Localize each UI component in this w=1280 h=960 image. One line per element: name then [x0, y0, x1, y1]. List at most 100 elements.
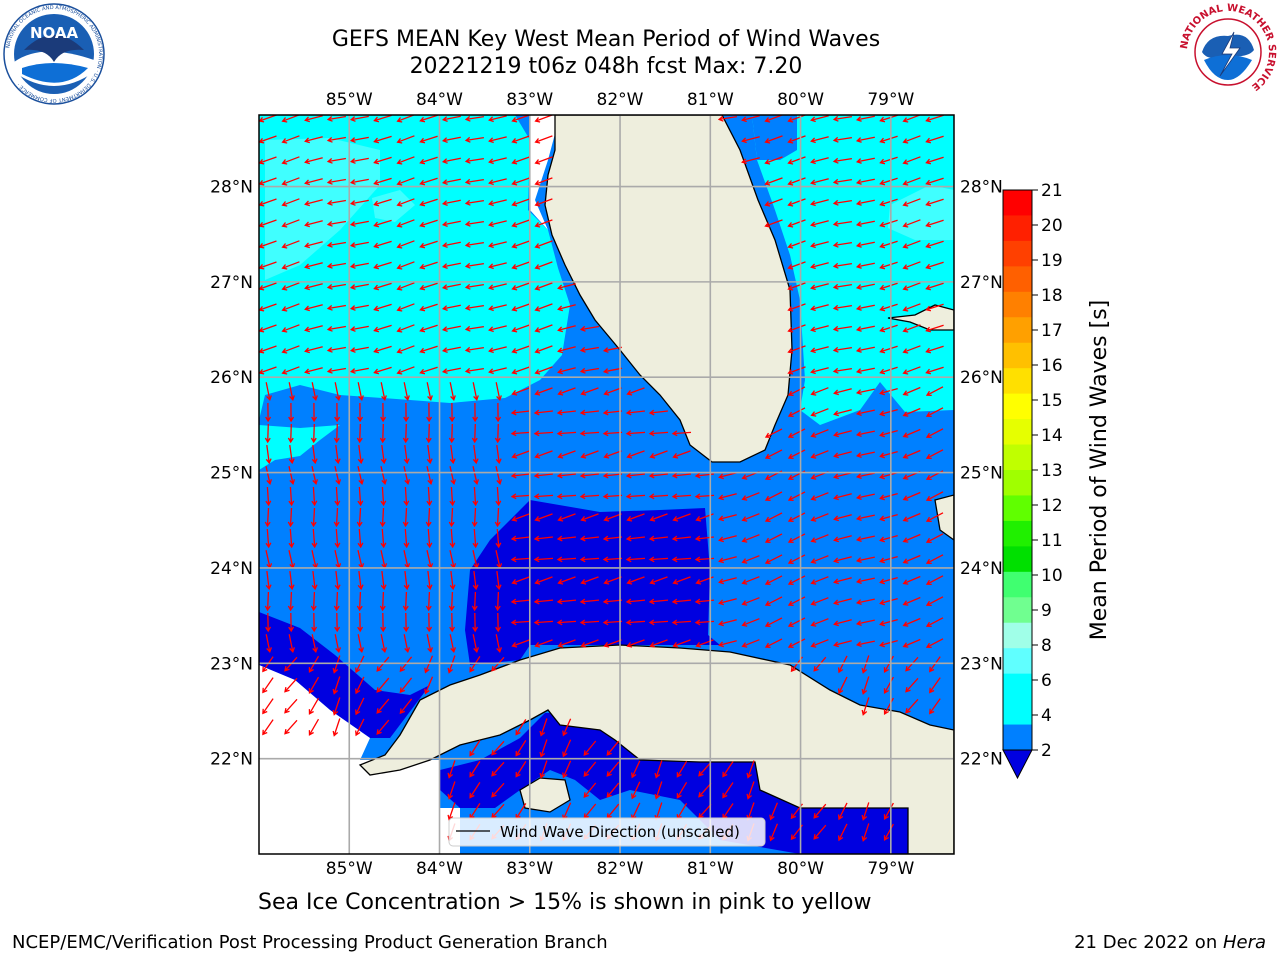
wind-wave-arrow [902, 198, 921, 207]
wind-wave-arrow [810, 492, 829, 501]
colorbar-tick-label: 11 [1041, 531, 1063, 551]
colorbar-band [1003, 673, 1032, 700]
wind-wave-arrow [787, 491, 806, 502]
wind-wave-arrow [534, 177, 553, 186]
wind-wave-arrow [833, 619, 852, 627]
wind-wave-arrow [304, 136, 323, 144]
wind-wave-arrow [380, 571, 387, 591]
wind-wave-arrow [281, 219, 300, 228]
wind-wave-arrow [396, 240, 415, 249]
wind-wave-arrow [510, 619, 531, 626]
wind-wave-arrow [648, 472, 668, 479]
wind-wave-arrow [533, 472, 553, 479]
wind-wave-arrow [464, 367, 485, 374]
wind-wave-arrow [832, 220, 853, 227]
wind-wave-arrow [787, 638, 806, 649]
wind-wave-arrow [603, 387, 622, 396]
wind-wave-arrow [879, 177, 898, 186]
lon-tick-label: 84°W [416, 90, 463, 110]
wind-wave-arrow [287, 507, 294, 528]
wind-wave-arrow [879, 219, 898, 228]
colorbar-band [1003, 419, 1032, 446]
wind-wave-arrow [698, 782, 712, 798]
colorbar-tick-label: 8 [1041, 636, 1052, 656]
wind-wave-arrow [787, 554, 806, 565]
wind-wave-arrow [671, 556, 692, 563]
wind-wave-arrow [648, 430, 669, 437]
wind-wave-arrow [326, 367, 347, 374]
wind-wave-arrow [625, 556, 646, 563]
wind-wave-arrow [534, 576, 553, 585]
wind-wave-arrow [332, 676, 341, 695]
wind-wave-arrow [580, 387, 599, 396]
wind-wave-arrow [533, 556, 554, 563]
wind-wave-arrow [879, 282, 898, 291]
wind-wave-arrow [379, 423, 386, 444]
lat-tick-label: 25°N [210, 464, 253, 484]
colorbar-tick-label: 19 [1041, 251, 1063, 271]
wind-wave-arrow [833, 493, 852, 501]
wind-wave-arrow [810, 262, 829, 270]
wind-wave-arrow [534, 115, 553, 123]
wind-wave-arrow [464, 346, 485, 353]
wind-wave-arrow [447, 760, 456, 779]
wind-wave-arrow [488, 199, 507, 207]
wind-wave-arrow [787, 261, 806, 270]
wind-wave-arrow [813, 824, 827, 840]
wind-wave-arrow [464, 136, 485, 143]
wind-wave-arrow [441, 199, 461, 207]
wind-wave-arrow [626, 450, 645, 459]
wind-wave-arrow [787, 449, 806, 460]
wind-wave-arrow [311, 445, 318, 465]
wind-wave-arrow [741, 513, 760, 522]
wind-wave-arrow [810, 283, 829, 291]
wind-wave-arrow [579, 367, 600, 374]
wind-wave-arrow [625, 409, 645, 416]
wind-wave-arrow [426, 571, 433, 591]
wind-wave-arrow [464, 115, 485, 122]
land-andros [934, 494, 954, 541]
wind-wave-arrow [625, 493, 646, 500]
colorbar-tick-label: 4 [1041, 706, 1052, 726]
wind-wave-arrow [373, 240, 392, 249]
wind-wave-arrow [855, 136, 875, 143]
wind-wave-arrow [308, 718, 320, 736]
wind-wave-arrow [472, 402, 479, 423]
wind-wave-arrow [557, 367, 576, 375]
wind-wave-arrow [902, 261, 921, 270]
wind-wave-arrow [718, 472, 737, 480]
wind-wave-arrow [832, 199, 853, 206]
wind-wave-arrow [929, 677, 941, 694]
wind-wave-arrow [625, 430, 646, 437]
wind-wave-arrow [925, 386, 944, 397]
wind-wave-arrow [925, 366, 944, 375]
ocean-period-0-2-keys [465, 500, 720, 665]
wind-wave-arrow [534, 219, 553, 228]
colorbar-tick-label: 17 [1041, 321, 1063, 341]
wind-wave-arrow [671, 430, 692, 437]
wind-wave-arrow [356, 591, 363, 612]
wind-wave-arrow [310, 591, 317, 612]
wind-wave-arrow [334, 445, 341, 465]
wind-wave-legend: Wind Wave Direction (unscaled) [448, 817, 766, 847]
wind-wave-arrow [580, 450, 599, 459]
wind-wave-arrow [556, 619, 577, 626]
wind-wave-arrow [787, 219, 806, 228]
wind-wave-arrow [902, 596, 921, 606]
wind-wave-arrow [464, 199, 485, 206]
wind-wave-arrow [902, 491, 921, 501]
wind-wave-arrow [833, 577, 852, 585]
wind-wave-arrow [396, 345, 415, 354]
wind-wave-arrow [905, 698, 919, 714]
wind-wave-arrow [769, 823, 779, 842]
wind-wave-arrow [810, 618, 829, 627]
lon-tick-label: 81°W [687, 859, 734, 879]
noaa-logo-icon: NOAA NATIONAL OCEANIC AND ATMOSPHERIC AD… [3, 3, 105, 105]
wind-wave-arrow [810, 199, 829, 207]
wind-wave-arrow [402, 423, 409, 444]
wind-wave-arrow [833, 388, 852, 396]
ocean-period-0-2-west [259, 612, 430, 738]
wind-wave-arrow [281, 177, 300, 186]
wind-wave-arrow [511, 513, 530, 522]
wind-wave-arrow [602, 598, 623, 605]
